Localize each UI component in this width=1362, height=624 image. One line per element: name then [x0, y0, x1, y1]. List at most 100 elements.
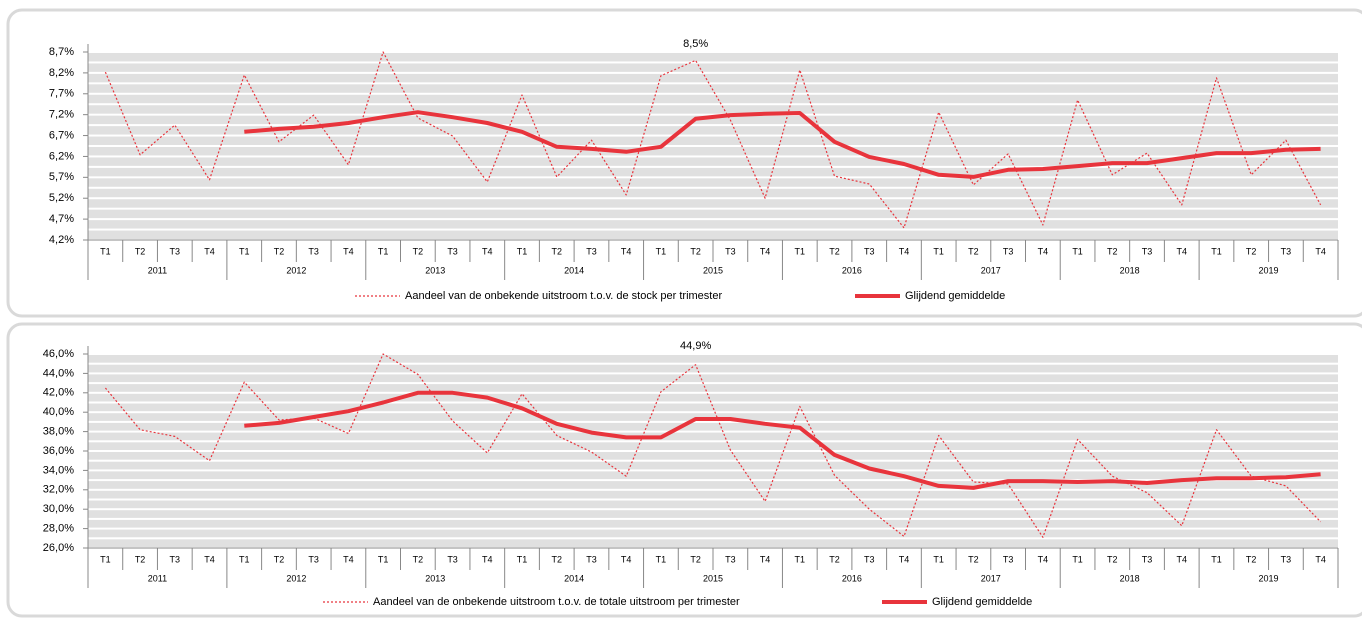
x-tick-label: T1 — [795, 246, 806, 256]
x-tick-label: T1 — [1211, 246, 1222, 256]
year-label: 2011 — [148, 573, 167, 583]
grid-band — [88, 461, 1338, 470]
year-label: 2012 — [286, 573, 306, 583]
x-tick-label: T1 — [517, 246, 528, 256]
legend-label: Glijdend gemiddelde — [905, 290, 1005, 302]
x-tick-label: T3 — [725, 554, 736, 564]
x-tick-label: T3 — [586, 554, 597, 564]
x-tick-label: T2 — [1246, 246, 1257, 256]
grid-band — [88, 403, 1338, 412]
year-label: 2013 — [425, 265, 445, 275]
x-tick-label: T2 — [551, 246, 562, 256]
x-tick-label: T4 — [343, 554, 354, 564]
x-tick-label: T4 — [343, 246, 354, 256]
grid-band — [88, 500, 1338, 509]
y-tick-label: 7,2% — [49, 109, 74, 121]
grid-band — [88, 73, 1338, 83]
x-tick-label: T3 — [1003, 246, 1014, 256]
y-tick-label: 4,7% — [49, 213, 74, 225]
x-tick-label: T2 — [968, 246, 979, 256]
grid-band — [88, 519, 1338, 528]
x-tick-label: T2 — [1107, 554, 1118, 564]
x-tick-label: T1 — [100, 246, 111, 256]
x-tick-label: T3 — [1142, 246, 1153, 256]
year-label: 2016 — [842, 265, 862, 275]
grid-band — [88, 84, 1338, 93]
y-tick-label: 42,0% — [43, 387, 74, 399]
x-tick-label: T2 — [690, 554, 701, 564]
x-tick-label: T2 — [413, 554, 424, 564]
y-tick-label: 26,0% — [43, 542, 74, 554]
grid-band — [88, 115, 1338, 125]
grid-band — [88, 178, 1338, 187]
x-tick-label: T1 — [100, 554, 111, 564]
y-tick-label: 30,0% — [43, 503, 74, 515]
x-tick-label: T3 — [170, 554, 181, 564]
grid-band — [88, 393, 1338, 402]
x-tick-label: T1 — [517, 554, 528, 564]
x-tick-label: T4 — [1038, 246, 1049, 256]
x-tick-label: T1 — [933, 246, 944, 256]
value-label: 44,9% — [680, 340, 711, 352]
x-tick-label: T1 — [239, 246, 250, 256]
x-tick-label: T4 — [621, 554, 632, 564]
x-tick-label: T3 — [1281, 246, 1292, 256]
x-tick-label: T2 — [1107, 246, 1118, 256]
legend-label: Glijdend gemiddelde — [932, 596, 1032, 608]
grid-band — [88, 199, 1338, 208]
y-tick-label: 4,2% — [49, 234, 74, 246]
grid-band — [88, 490, 1338, 499]
x-tick-label: T1 — [1072, 554, 1083, 564]
y-tick-label: 7,7% — [49, 88, 74, 100]
grid-band — [88, 364, 1338, 373]
grid-band — [88, 167, 1338, 177]
grid-band — [88, 481, 1338, 489]
x-tick-label: T3 — [725, 246, 736, 256]
y-tick-label: 40,0% — [43, 406, 74, 418]
year-label: 2019 — [1259, 573, 1279, 583]
grid-band — [88, 539, 1338, 547]
x-tick-label: T4 — [1315, 246, 1326, 256]
grid-band — [88, 53, 1338, 62]
x-tick-label: T3 — [308, 554, 319, 564]
grid-band — [88, 94, 1338, 104]
year-label: 2014 — [564, 265, 584, 275]
grid-band — [88, 355, 1338, 363]
grid-band — [88, 422, 1338, 431]
y-tick-label: 28,0% — [43, 523, 74, 535]
series-line — [104, 51, 1322, 229]
grid-band — [88, 126, 1338, 135]
grid-band — [88, 529, 1338, 538]
grid-band — [88, 209, 1338, 219]
grid-band — [88, 471, 1338, 480]
y-tick-label: 32,0% — [43, 484, 74, 496]
grid-band — [88, 63, 1338, 72]
legend-label: Aandeel van de onbekende uitstroom t.o.v… — [405, 290, 722, 302]
x-tick-label: T4 — [1315, 554, 1326, 564]
x-tick-label: T4 — [482, 554, 493, 564]
x-tick-label: T1 — [933, 554, 944, 564]
y-tick-label: 5,7% — [49, 171, 74, 183]
year-label: 2012 — [286, 265, 306, 275]
x-tick-label: T3 — [447, 554, 458, 564]
x-tick-label: T3 — [864, 246, 875, 256]
grid-band — [88, 188, 1338, 198]
series-line — [244, 390, 1321, 490]
x-tick-label: T2 — [829, 554, 840, 564]
y-tick-label: 8,2% — [49, 67, 74, 79]
x-tick-label: T2 — [135, 554, 146, 564]
grid-band — [88, 230, 1338, 239]
x-tick-label: T3 — [1281, 554, 1292, 564]
x-tick-label: T4 — [899, 246, 910, 256]
year-label: 2018 — [1120, 265, 1140, 275]
grid-band — [88, 136, 1338, 145]
value-label: 8,5% — [683, 38, 708, 50]
x-tick-label: T4 — [482, 246, 493, 256]
year-label: 2014 — [564, 573, 584, 583]
x-tick-label: T2 — [274, 246, 285, 256]
y-tick-label: 5,2% — [49, 192, 74, 204]
year-label: 2018 — [1120, 573, 1140, 583]
x-tick-label: T4 — [204, 554, 215, 564]
x-tick-label: T4 — [760, 246, 771, 256]
